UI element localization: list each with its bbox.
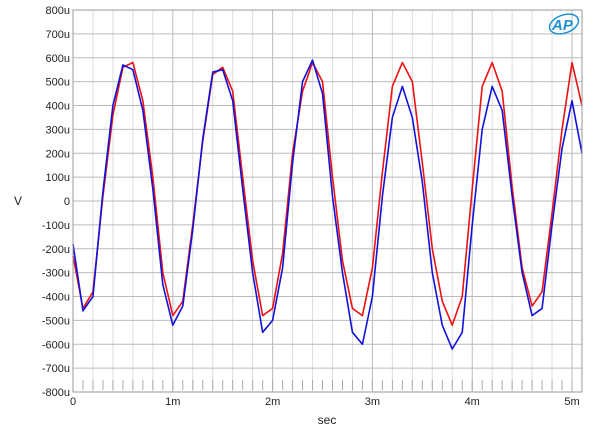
y-tick-labels: 800u 700u 600u 500u 400u 300u 200u 100u 0 -100u -2… bbox=[42, 5, 70, 399]
y-tick-label: -400u bbox=[42, 292, 70, 304]
x-tick-label: 0 bbox=[70, 396, 76, 408]
minor-ticks bbox=[82, 380, 573, 390]
x-tick-labels: 0 1m 2m 3m 4m 5m bbox=[70, 396, 580, 408]
x-tick-label: 5m bbox=[564, 396, 579, 408]
ap-logo-swoosh-icon bbox=[548, 13, 580, 35]
y-tick-label: 600u bbox=[46, 53, 70, 65]
y-tick-label: 200u bbox=[46, 148, 70, 160]
y-tick-label: -500u bbox=[42, 315, 70, 327]
y-tick-label: 500u bbox=[46, 77, 70, 89]
y-tick-label: 0 bbox=[64, 196, 70, 208]
y-tick-label: -200u bbox=[42, 244, 70, 256]
series-line-red bbox=[72, 61, 583, 326]
y-tick-label: -300u bbox=[42, 268, 70, 280]
y-tick-label: 100u bbox=[46, 172, 70, 184]
y-tick-label: 800u bbox=[46, 5, 70, 17]
y-tick-label: 300u bbox=[46, 124, 70, 136]
x-tick-label: 2m bbox=[265, 396, 280, 408]
y-tick-label: -600u bbox=[42, 339, 70, 351]
x-tick-label: 3m bbox=[365, 396, 380, 408]
y-tick-label: -800u bbox=[42, 387, 70, 399]
y-tick-label: 700u bbox=[46, 29, 70, 41]
y-tick-label: -100u bbox=[42, 220, 70, 232]
y-axis-label: V bbox=[14, 194, 22, 208]
series-line-blue bbox=[72, 59, 583, 350]
grid bbox=[72, 9, 582, 393]
plot-frame bbox=[72, 9, 583, 393]
x-tick-label: 1m bbox=[165, 396, 180, 408]
ap-logo-text: AP bbox=[551, 17, 574, 34]
y-tick-label: -700u bbox=[42, 363, 70, 375]
x-axis-label: sec bbox=[318, 413, 337, 427]
y-tick-label: 400u bbox=[46, 101, 70, 113]
ap-logo: AP bbox=[548, 13, 580, 35]
x-tick-label: 4m bbox=[465, 396, 480, 408]
series-layer bbox=[72, 59, 583, 350]
